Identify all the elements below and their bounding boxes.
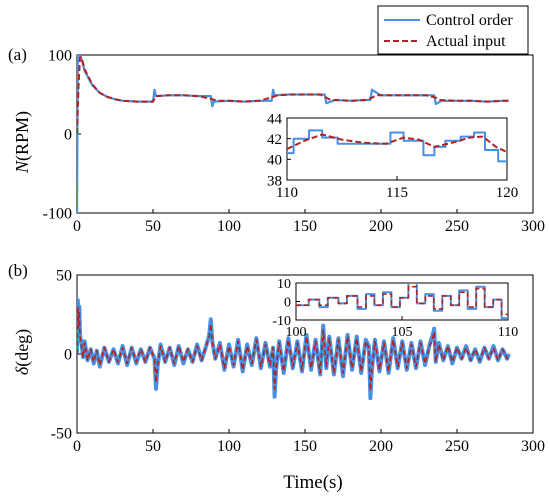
legend-label-actual-input: Actual input xyxy=(426,33,506,50)
panel-b-inset-xtick-label: 110 xyxy=(498,325,518,340)
panel-a-inset-xtick-label: 110 xyxy=(276,185,298,201)
panel-b-xtick-label: 150 xyxy=(293,438,317,455)
panel-b-xlabel: Time(s) xyxy=(283,472,343,493)
panel-a-xtick-label: 200 xyxy=(369,218,393,235)
panel-a-series-group xyxy=(77,55,509,213)
panel-a-inset-ytick-label: 40 xyxy=(267,153,282,169)
panel-b-inset-xtick-label: 100 xyxy=(286,325,307,340)
panel-a-inset-series-actual-input xyxy=(287,133,507,154)
panel-a-inset: 110 115 120 38 40 42 44 xyxy=(267,111,518,201)
panel-b-inset-ticks: 100 105 110 -10 0 10 xyxy=(272,277,518,340)
panel-b-ytick-label: -50 xyxy=(51,426,72,443)
panel-b-xtick-label: 50 xyxy=(145,438,161,455)
panel-b-inset: 100 105 110 -10 0 10 xyxy=(272,277,518,340)
panel-b-ytick-label: 0 xyxy=(64,347,72,364)
panel-a-xtick-label: 150 xyxy=(293,218,317,235)
panel-a-ytick-label: 0 xyxy=(64,127,72,144)
panel-b-inset-ytick-label: 0 xyxy=(284,295,291,310)
panel-b-xtick-label: 100 xyxy=(217,438,241,455)
panel-a-inset-ticks: 110 115 120 38 40 42 44 xyxy=(267,111,518,201)
panel-b-xlabel-unit: (s) xyxy=(323,472,343,493)
panel-a-xtick-label: 0 xyxy=(73,218,81,235)
panel-b-inset-ytick-label: -10 xyxy=(272,314,291,329)
panel-a-xtick-label: 250 xyxy=(445,218,469,235)
panel-a-inset-ytick-label: 38 xyxy=(267,173,282,189)
panel-b-inset-frame xyxy=(295,282,509,321)
panel-a-ylabel-var: N xyxy=(12,160,32,174)
panel-b-ytick-label: 50 xyxy=(56,268,72,285)
panel-b-inset-series-group xyxy=(296,283,508,320)
panel-b-inset-series-actual-input xyxy=(296,285,508,316)
panel-a-inset-xtick-label: 120 xyxy=(496,185,519,201)
panel-b-xtick-label: 200 xyxy=(369,438,393,455)
panel-b-series-group xyxy=(77,298,511,401)
panel-a-inset-ytick-label: 42 xyxy=(267,132,282,148)
panel-b-label: (b) xyxy=(8,261,28,280)
panel-a-ylabel-unit: (RPM) xyxy=(12,111,33,161)
panel-b-inset-ytick-label: 10 xyxy=(277,277,291,292)
panel-a-inset-frame xyxy=(286,117,508,181)
panel-a-label: (a) xyxy=(8,45,27,64)
panel-b-xtick-label: 300 xyxy=(521,438,545,455)
panel-b-series-actual-input xyxy=(77,305,510,392)
legend-label-control-order: Control order xyxy=(426,12,513,29)
panel-a-series-actual-input xyxy=(77,56,509,135)
panel-b-xtick-label: 0 xyxy=(73,438,81,455)
panel-a-inset-ytick-label: 44 xyxy=(267,111,283,127)
panel-b-inset-xtick-label: 105 xyxy=(392,325,413,340)
panel-b-ylabel: δ(deg) xyxy=(12,329,33,375)
panel-a-inset-series-group xyxy=(287,129,507,163)
panel-b-xlabel-text: Time xyxy=(283,472,322,493)
panel-b-xtick-label: 250 xyxy=(445,438,469,455)
legend-box xyxy=(377,5,529,55)
panel-a-xtick-label: 50 xyxy=(145,218,161,235)
legend: Control order Actual input xyxy=(377,5,529,55)
panel-b-ylabel-var: δ xyxy=(12,366,32,375)
panel-a-inset-series-control-order xyxy=(287,129,507,163)
panel-a-ytick-label: -100 xyxy=(43,206,72,223)
panel-a-xtick-label: 300 xyxy=(521,218,545,235)
panel-a-inset-xtick-label: 115 xyxy=(386,185,408,201)
panel-b-ylabel-unit: (deg) xyxy=(12,329,33,367)
panel-a-xtick-label: 100 xyxy=(217,218,241,235)
panel-a-ytick-label: 100 xyxy=(48,48,72,65)
panel-a-ylabel: N(RPM) xyxy=(12,111,33,174)
